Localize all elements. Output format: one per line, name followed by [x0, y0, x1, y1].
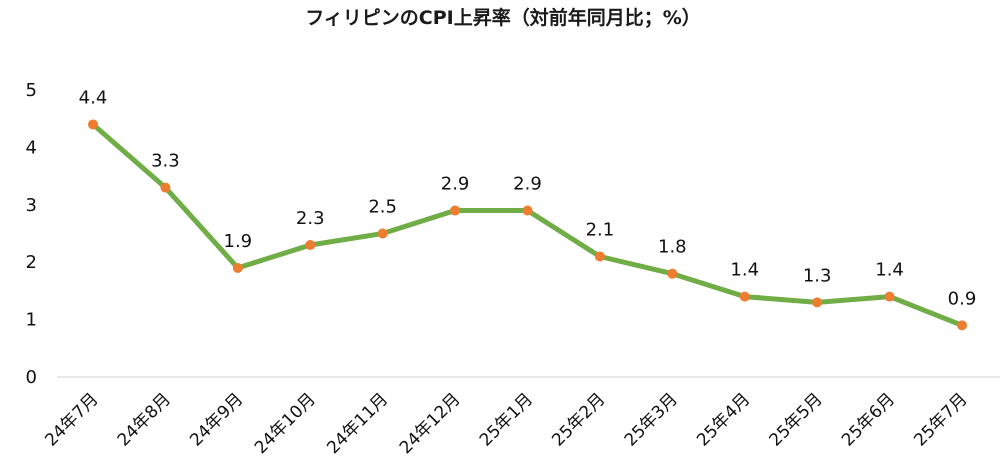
data-label: 1.4 [875, 260, 904, 281]
data-point [884, 291, 895, 302]
data-label: 3.3 [151, 151, 180, 172]
data-point [957, 320, 967, 331]
data-point [450, 205, 461, 216]
x-tick-label: 24年10月 [251, 389, 320, 458]
data-point [812, 297, 823, 308]
data-point [522, 205, 533, 216]
data-point [232, 262, 243, 273]
y-tick-label: 2 [26, 252, 37, 273]
series-layer [90, 121, 965, 328]
y-tick-label: 0 [26, 367, 37, 388]
y-tick-label: 1 [26, 310, 37, 331]
data-label: 1.9 [224, 231, 253, 252]
x-tick-label: 25年6月 [838, 389, 899, 450]
data-point [667, 268, 678, 279]
data-point [377, 228, 388, 239]
data-label: 2.9 [441, 174, 470, 195]
chart-title: フィリピンのCPI上昇率（対前年同月比；%） [305, 6, 701, 29]
data-point [305, 239, 316, 250]
y-tick-label: 4 [26, 137, 37, 158]
data-point [160, 182, 171, 193]
data-label: 1.3 [803, 265, 832, 286]
x-tick-label: 25年1月 [476, 389, 537, 450]
x-tick-label: 25年2月 [548, 389, 609, 450]
x-tick-label: 25年4月 [693, 389, 754, 450]
data-point [594, 251, 605, 262]
data-label: 1.8 [658, 237, 687, 258]
data-point [88, 119, 98, 130]
data-label: 2.1 [586, 219, 615, 240]
data-label: 2.5 [368, 197, 397, 218]
data-label: 2.9 [513, 174, 542, 195]
y-axis: 0 1 2 3 4 5 [26, 80, 37, 388]
data-point [739, 291, 750, 302]
x-tick-label: 25年3月 [621, 389, 682, 450]
x-tick-label: 25年7月 [910, 389, 971, 450]
x-tick-label: 24年11月 [323, 389, 392, 458]
markers-layer [88, 119, 967, 331]
data-labels-layer: 4.4 3.3 1.9 2.3 2.5 2.9 2.9 2.1 1.8 1.4 1.3 1.4 0.9 [79, 87, 977, 309]
x-tick-label: 25年5月 [766, 389, 827, 450]
x-axis: 24年7月 24年8月 24年9月 24年10月 24年11月 24年12月 25年1月 25… [41, 389, 971, 458]
y-tick-label: 5 [26, 80, 37, 101]
x-tick-label: 24年7月 [41, 389, 102, 450]
x-tick-label: 24年8月 [114, 389, 175, 450]
data-label: 1.4 [730, 260, 759, 281]
data-label: 4.4 [79, 87, 108, 108]
x-tick-label: 24年12月 [396, 389, 465, 458]
series-line [90, 121, 965, 328]
data-label: 2.3 [296, 208, 325, 229]
y-tick-label: 3 [26, 195, 37, 216]
data-label: 0.9 [948, 288, 977, 309]
x-tick-label: 24年9月 [186, 389, 247, 450]
